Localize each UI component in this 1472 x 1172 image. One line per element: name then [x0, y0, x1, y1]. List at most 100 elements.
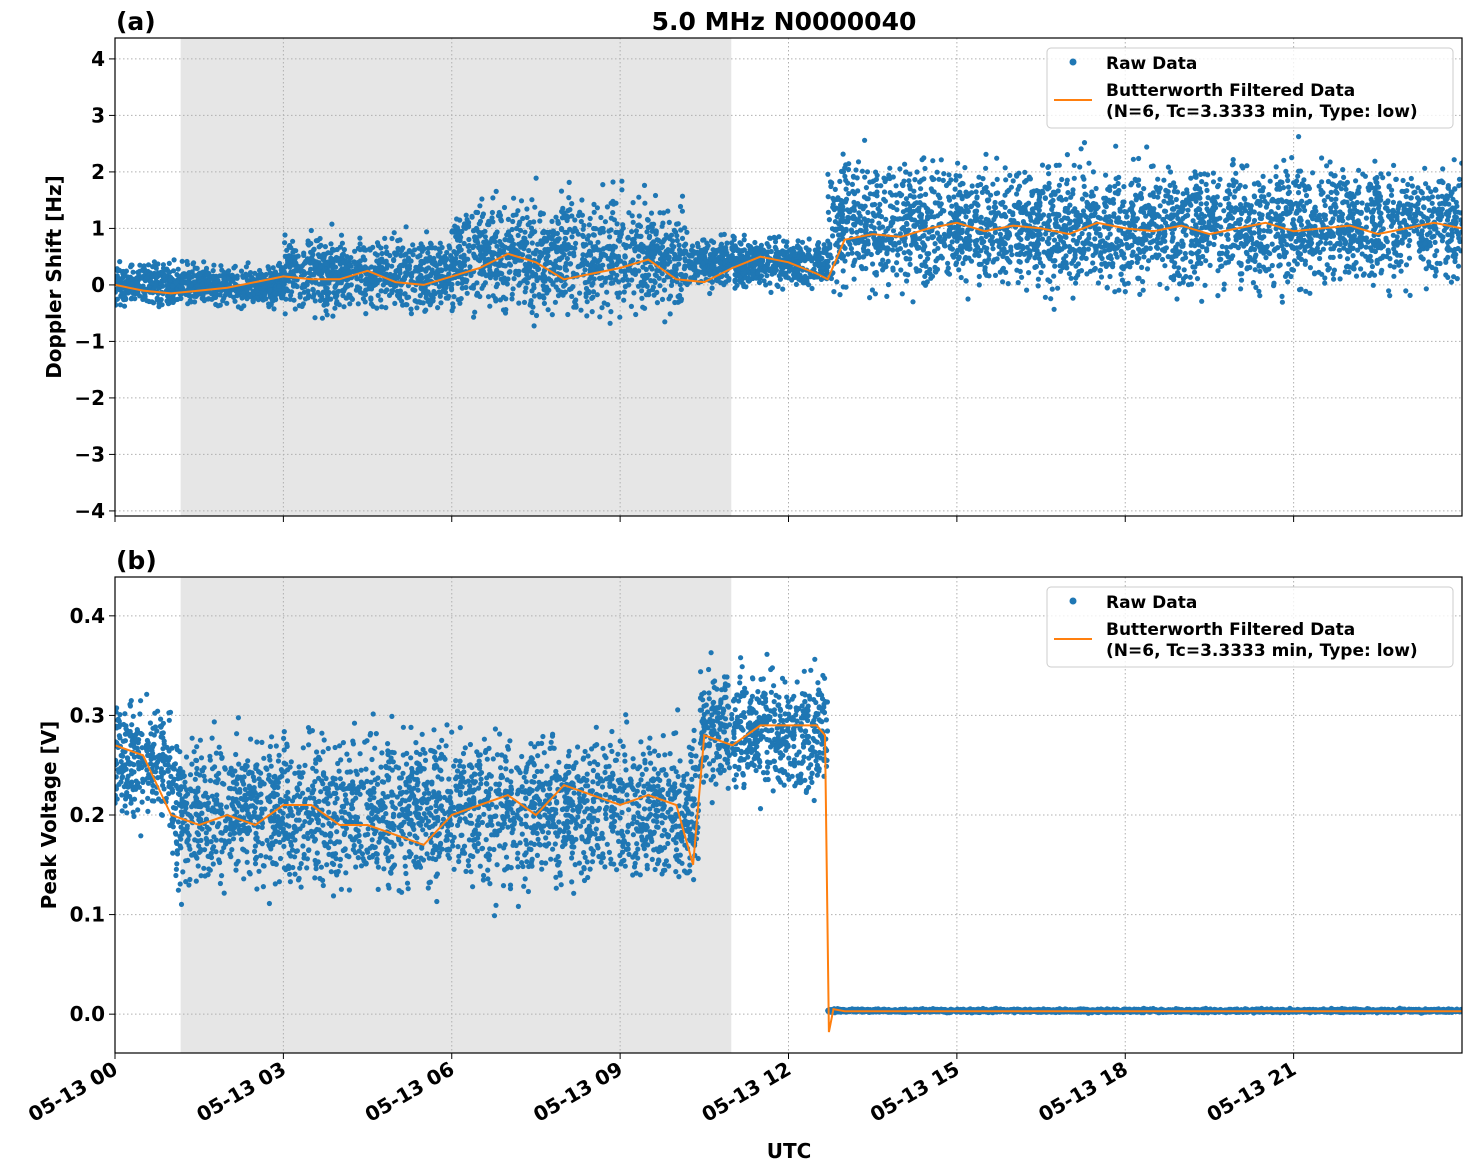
- raw-data-point: [444, 249, 450, 256]
- raw-data-point: [262, 290, 268, 296]
- raw-data-point: [766, 244, 772, 250]
- raw-data-point: [194, 283, 201, 289]
- raw-data-point: [382, 235, 388, 241]
- raw-data-point: [238, 268, 245, 274]
- raw-data-point: [466, 236, 472, 243]
- raw-data-point: [378, 297, 384, 303]
- raw-data-point: [379, 250, 385, 257]
- raw-data-point: [1378, 171, 1384, 177]
- raw-data-point: [800, 280, 806, 286]
- raw-data-point: [859, 168, 866, 174]
- raw-data-point: [282, 240, 288, 246]
- raw-data-point: [565, 208, 571, 214]
- raw-data-point: [1211, 241, 1217, 248]
- raw-data-point: [616, 279, 622, 285]
- raw-data-point: [1185, 207, 1191, 213]
- raw-data-point: [153, 265, 159, 271]
- raw-data-point: [713, 258, 719, 264]
- raw-data-point: [1112, 289, 1118, 295]
- raw-data-point: [438, 300, 444, 306]
- raw-data-point: [516, 222, 522, 228]
- raw-data-point: [1103, 172, 1109, 178]
- raw-data-point: [939, 255, 945, 261]
- raw-data-point: [510, 218, 516, 225]
- raw-data-point: [930, 158, 936, 164]
- raw-data-point: [134, 275, 140, 281]
- raw-data-point: [631, 290, 637, 296]
- raw-data-point: [602, 219, 609, 225]
- raw-data-point: [555, 220, 561, 226]
- raw-data-point: [893, 183, 899, 189]
- raw-data-point: [392, 300, 398, 306]
- raw-data-point: [340, 259, 346, 265]
- raw-data-point: [1136, 275, 1142, 281]
- raw-data-point: [310, 294, 316, 300]
- raw-data-point: [677, 282, 683, 288]
- raw-data-point: [824, 268, 830, 274]
- raw-data-point: [1009, 252, 1015, 258]
- raw-data-point: [628, 303, 635, 309]
- raw-data-point: [1093, 185, 1099, 192]
- raw-data-point: [1281, 253, 1288, 259]
- raw-data-point: [599, 305, 605, 311]
- raw-data-point: [290, 249, 296, 255]
- raw-data-point: [646, 272, 652, 278]
- raw-data-point: [1317, 249, 1323, 255]
- raw-data-point: [832, 186, 838, 192]
- raw-data-point: [506, 261, 512, 267]
- raw-data-point: [174, 272, 180, 278]
- raw-data-point: [329, 246, 336, 252]
- raw-data-point: [694, 268, 700, 274]
- raw-data-point: [689, 243, 696, 249]
- raw-data-point: [453, 251, 459, 257]
- raw-data-point: [712, 269, 718, 275]
- raw-data-point: [410, 242, 416, 248]
- raw-data-point: [1162, 263, 1168, 269]
- raw-data-point: [625, 234, 631, 240]
- raw-data-point: [418, 272, 424, 278]
- raw-data-point: [608, 215, 614, 221]
- raw-data-point: [899, 291, 905, 297]
- raw-data-point: [428, 273, 434, 279]
- raw-data-point: [436, 289, 442, 295]
- raw-data-point: [442, 260, 448, 266]
- raw-data-point: [221, 270, 228, 276]
- raw-data-point: [529, 240, 535, 246]
- raw-data-point: [1350, 253, 1356, 259]
- raw-data-point: [654, 300, 661, 306]
- raw-data-point: [562, 229, 568, 235]
- raw-data-point: [980, 176, 986, 182]
- raw-data-point: [425, 250, 431, 256]
- raw-data-point: [580, 233, 587, 239]
- raw-data-point: [417, 253, 423, 259]
- raw-data-point: [383, 305, 389, 311]
- raw-data-point: [653, 231, 659, 237]
- raw-data-point: [1101, 209, 1107, 215]
- raw-data-point: [1046, 235, 1052, 241]
- raw-data-point: [614, 229, 621, 235]
- raw-data-point: [552, 238, 558, 244]
- raw-data-point: [167, 277, 173, 283]
- raw-data-point: [347, 301, 353, 307]
- raw-data-point: [1363, 244, 1369, 250]
- raw-data-point: [1078, 146, 1084, 152]
- raw-data-point: [1453, 199, 1459, 205]
- raw-data-point: [941, 171, 947, 177]
- raw-data-point: [362, 277, 369, 283]
- raw-data-point: [400, 302, 406, 308]
- raw-data-point: [312, 298, 318, 304]
- raw-data-point: [1071, 162, 1077, 168]
- raw-data-point: [160, 262, 166, 268]
- raw-data-point: [573, 297, 579, 303]
- raw-data-point: [1104, 284, 1110, 290]
- raw-data-point: [1073, 263, 1079, 269]
- raw-data-point: [542, 248, 548, 254]
- raw-data-point: [1394, 234, 1400, 240]
- raw-data-point: [1327, 159, 1333, 165]
- raw-data-point: [678, 286, 684, 293]
- raw-data-point: [1408, 175, 1414, 182]
- raw-data-point: [1171, 276, 1177, 282]
- raw-data-point: [1023, 177, 1029, 184]
- raw-data-point: [144, 298, 150, 304]
